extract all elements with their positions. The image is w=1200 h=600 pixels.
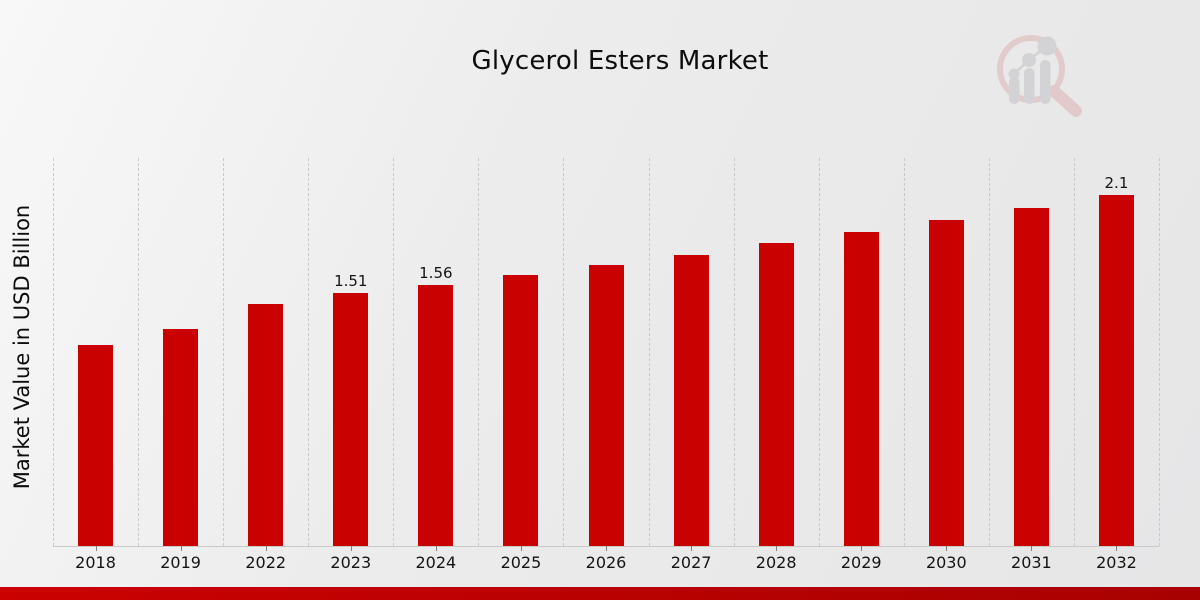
bar	[333, 293, 369, 546]
gridline	[1073, 158, 1075, 546]
gridline	[478, 158, 480, 546]
gridline	[138, 158, 140, 546]
bar-value-label: 2.1	[1104, 173, 1129, 192]
x-tick-label: 2029	[840, 553, 882, 572]
bar	[588, 265, 624, 546]
x-axis-tick	[265, 546, 267, 551]
x-tick-label: 2018	[75, 553, 116, 572]
gridline	[903, 158, 905, 546]
x-tick-label: 2022	[245, 553, 287, 572]
gridline	[648, 158, 650, 546]
mrfr-watermark-logo	[997, 35, 1082, 117]
x-tick-label: 2032	[1096, 553, 1137, 572]
x-axis-tick	[1031, 546, 1033, 551]
bar	[758, 243, 794, 546]
x-tick-label: 2023	[330, 553, 372, 572]
x-axis-tick	[180, 546, 182, 551]
x-tick-label: 2031	[1011, 553, 1052, 572]
gridline	[53, 158, 54, 546]
bar	[928, 219, 964, 546]
bar	[248, 303, 284, 546]
bar	[78, 345, 114, 546]
bar	[1013, 208, 1049, 546]
gridline	[733, 158, 735, 546]
gridline	[223, 158, 225, 546]
x-tick-label: 2019	[160, 553, 201, 572]
bar	[673, 255, 709, 546]
x-axis-tick	[95, 546, 97, 551]
bar	[843, 231, 879, 546]
x-axis-tick	[1116, 546, 1118, 551]
x-axis-tick	[861, 546, 863, 551]
x-axis-tick	[350, 546, 352, 551]
bar-value-label: 1.56	[419, 264, 453, 283]
x-tick-label: 2028	[755, 553, 797, 572]
bar	[503, 275, 539, 546]
x-axis-tick	[946, 546, 948, 551]
bar	[163, 328, 199, 546]
bar-value-label: 1.51	[334, 272, 368, 291]
x-axis-tick	[435, 546, 437, 551]
gridline	[563, 158, 565, 546]
bar	[418, 285, 454, 546]
x-tick-label: 2026	[585, 553, 627, 572]
gridline	[988, 158, 990, 546]
bottom-accent-bar	[0, 587, 1200, 600]
x-axis-tick	[691, 546, 693, 551]
gridline	[393, 158, 395, 546]
x-axis-tick	[606, 546, 607, 551]
bar-chart-icon	[1008, 36, 1057, 104]
x-axis-tick	[520, 546, 522, 551]
chart-title: Glycerol Esters Market	[471, 46, 769, 76]
x-axis-tick	[776, 546, 778, 551]
x-tick-label: 2025	[500, 553, 542, 572]
bar	[1098, 194, 1134, 546]
x-tick-label: 2027	[670, 553, 712, 572]
gridline	[1159, 158, 1160, 546]
x-tick-label: 2024	[415, 553, 457, 572]
x-tick-label: 2030	[925, 553, 967, 572]
gridline	[308, 158, 310, 546]
gridline	[818, 158, 820, 546]
